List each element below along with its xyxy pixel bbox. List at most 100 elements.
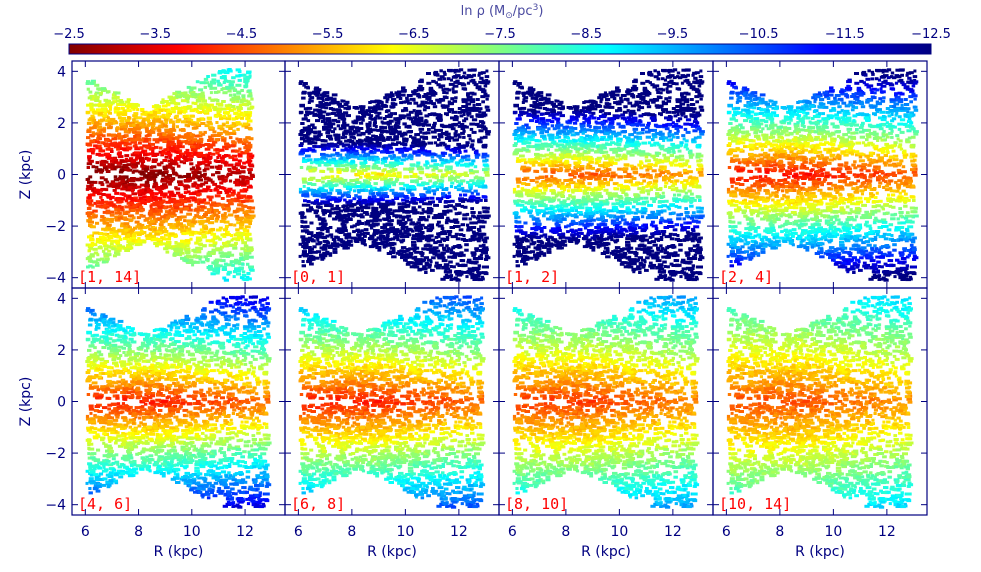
scatter-point — [148, 175, 154, 179]
scatter-point — [432, 192, 436, 196]
scatter-point — [430, 126, 436, 130]
scatter-point — [124, 157, 129, 161]
scatter-point — [345, 163, 350, 167]
scatter-point — [445, 91, 449, 95]
scatter-point — [87, 193, 92, 197]
scatter-point — [168, 162, 173, 166]
scatter-point — [456, 224, 461, 228]
scatter-point — [411, 256, 417, 260]
scatter-point — [393, 232, 399, 236]
scatter-point — [474, 106, 480, 110]
scatter-point — [202, 160, 209, 164]
scatter-point — [227, 202, 234, 206]
scatter-point — [320, 152, 326, 156]
scatter-point — [97, 168, 103, 172]
scatter-point — [365, 124, 370, 128]
scatter-point — [458, 159, 464, 163]
scatter-point — [203, 77, 209, 81]
scatter-point — [160, 161, 164, 165]
scatter-point — [106, 126, 113, 130]
scatter-point — [199, 184, 203, 188]
scatter-point — [430, 159, 437, 163]
scatter-point — [475, 98, 480, 101]
scatter-point — [408, 110, 414, 114]
scatter-point — [245, 209, 251, 213]
scatter-point — [92, 126, 97, 130]
scatter-point — [333, 242, 340, 246]
scatter-point — [144, 174, 150, 178]
scatter-point — [422, 217, 427, 221]
scatter-point — [417, 224, 423, 228]
scatter-point — [443, 265, 449, 269]
scatter-point — [326, 128, 332, 132]
scatter-point — [317, 163, 322, 167]
scatter-point — [239, 276, 245, 280]
scatter-point — [409, 163, 416, 167]
scatter-point — [246, 238, 253, 242]
scatter-point — [244, 237, 249, 240]
scatter-point — [355, 115, 361, 119]
scatter-point — [349, 154, 356, 158]
scatter-point — [164, 130, 169, 134]
scatter-point — [186, 106, 192, 110]
scatter-point — [213, 211, 217, 215]
scatter-point — [181, 215, 187, 219]
scatter-point — [433, 203, 439, 207]
scatter-point — [175, 187, 181, 191]
scatter-point — [200, 93, 205, 96]
scatter-point — [299, 130, 305, 133]
scatter-point — [174, 105, 178, 109]
scatter-point — [197, 151, 204, 155]
scatter-point — [158, 169, 163, 173]
scatter-point — [128, 182, 134, 186]
scatter-point — [390, 237, 396, 241]
scatter-point — [173, 101, 178, 105]
scatter-point — [361, 142, 368, 146]
scatter-point — [151, 158, 158, 162]
scatter-point — [104, 143, 111, 147]
scatter-point — [221, 138, 225, 142]
scatter-point — [142, 226, 148, 229]
scatter-point — [306, 167, 312, 171]
scatter-point — [237, 191, 241, 195]
scatter-point — [94, 92, 98, 96]
scatter-point — [130, 105, 136, 109]
scatter-point — [118, 170, 124, 174]
scatter-point — [191, 122, 197, 126]
scatter-point — [350, 169, 356, 173]
scatter-point — [213, 261, 219, 265]
scatter-point — [426, 229, 433, 233]
scatter-point — [411, 136, 417, 140]
scatter-point — [200, 260, 206, 264]
scatter-point — [396, 174, 402, 178]
scatter-point — [102, 129, 106, 133]
scatter-point — [444, 130, 449, 134]
scatter-point — [335, 229, 341, 233]
scatter-point — [462, 213, 468, 217]
scatter-point — [180, 120, 186, 124]
scatter-point — [97, 122, 102, 126]
scatter-point — [109, 231, 114, 234]
scatter-point — [426, 258, 432, 262]
scatter-point — [146, 158, 151, 162]
scatter-point — [152, 113, 158, 117]
scatter-point — [412, 116, 418, 120]
scatter-point — [179, 253, 183, 257]
scatter-point — [426, 239, 431, 243]
scatter-point — [103, 259, 109, 263]
scatter-point — [458, 68, 464, 72]
scatter-point — [218, 237, 222, 241]
scatter-point — [403, 215, 410, 219]
scatter-point — [96, 253, 100, 257]
scatter-point — [246, 71, 252, 75]
scatter-point — [472, 221, 478, 225]
scatter-point — [300, 225, 304, 228]
scatter-point — [480, 71, 486, 75]
scatter-point — [427, 263, 432, 267]
scatter-point — [246, 195, 252, 199]
scatter-point — [431, 256, 436, 260]
scatter-point — [210, 134, 216, 138]
scatter-point — [438, 135, 444, 139]
scatter-point — [338, 209, 343, 213]
scatter-point — [329, 244, 336, 248]
